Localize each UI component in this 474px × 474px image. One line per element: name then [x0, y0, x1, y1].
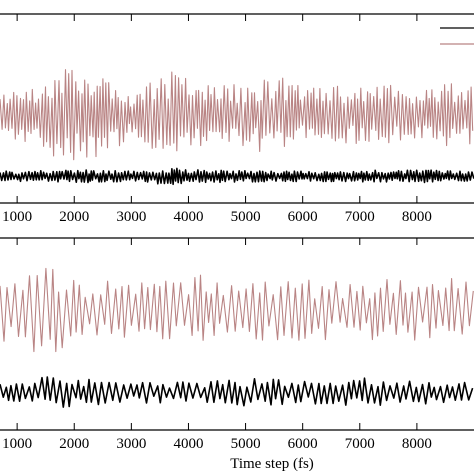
bottom-panel-x-ticks: 1000 2000 3000 4000 5000 6000 7000 8000 — [2, 238, 432, 452]
series-line — [0, 69, 474, 161]
bottom-panel-series — [0, 267, 474, 408]
top-panel: 1000 2000 3000 4000 5000 6000 7000 8000 — [0, 13, 474, 225]
x-tick-label: 2000 — [59, 209, 89, 225]
x-tick-label: 4000 — [173, 209, 203, 225]
series-line — [0, 376, 474, 408]
x-tick-label: 8000 — [402, 209, 432, 225]
x-tick-label: 8000 — [402, 436, 432, 452]
x-tick-label: 5000 — [231, 436, 261, 452]
x-tick-label: 7000 — [345, 209, 375, 225]
x-tick-label: 1000 — [2, 436, 32, 452]
x-tick-label: 3000 — [116, 209, 146, 225]
x-tick-label: 2000 — [59, 436, 89, 452]
x-tick-label: 6000 — [288, 209, 318, 225]
x-tick-label: 7000 — [345, 436, 375, 452]
x-tick-label: 4000 — [173, 436, 203, 452]
legend — [440, 27, 474, 45]
x-tick-label: 1000 — [2, 209, 32, 225]
top-panel-x-ticks: 1000 2000 3000 4000 5000 6000 7000 8000 — [2, 14, 432, 225]
x-tick-label: 3000 — [116, 436, 146, 452]
x-axis-title: Time step (fs) — [230, 456, 314, 472]
x-tick-label: 6000 — [288, 436, 318, 452]
series-line — [0, 167, 474, 186]
top-panel-series — [0, 69, 474, 186]
bottom-panel: 1000 2000 3000 4000 5000 6000 7000 8000 Time st… — [0, 237, 474, 472]
series-line — [0, 267, 474, 353]
x-tick-label: 5000 — [231, 209, 261, 225]
